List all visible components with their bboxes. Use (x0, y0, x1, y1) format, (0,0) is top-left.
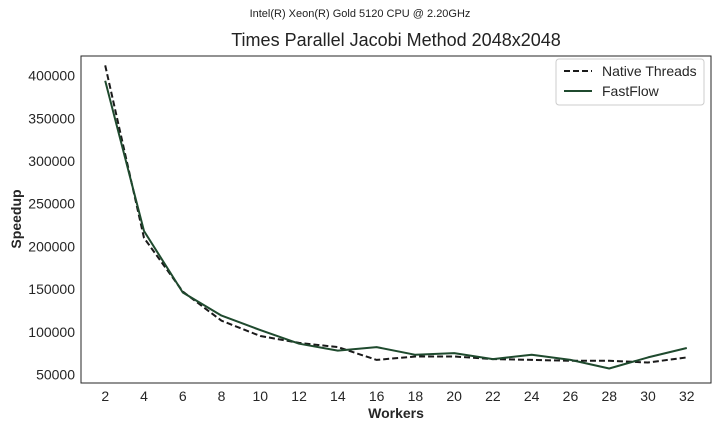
x-axis-label: Workers (368, 405, 424, 421)
y-tick-label: 150000 (28, 281, 75, 297)
y-tick-label: 50000 (36, 366, 75, 382)
x-tick-label: 16 (369, 388, 385, 404)
x-axis-ticks: 2 4 6 8 10 12 14 16 18 20 22 24 26 28 30 32 (101, 388, 694, 404)
y-tick-label: 350000 (28, 110, 75, 126)
x-tick-label: 8 (218, 388, 226, 404)
legend-box (555, 58, 705, 106)
legend-label-fastflow: FastFlow (602, 83, 660, 99)
x-tick-label: 18 (408, 388, 424, 404)
legend: Native Threads FastFlow (555, 58, 705, 106)
y-tick-label: 400000 (28, 68, 75, 84)
x-tick-label: 2 (101, 388, 109, 404)
plot-area (80, 55, 712, 384)
x-tick-label: 20 (446, 388, 462, 404)
x-tick-label: 26 (563, 388, 579, 404)
y-tick-label: 300000 (28, 153, 75, 169)
series-line-native-threads (104, 65, 687, 364)
series-line-fastflow (104, 80, 688, 370)
chart-title: Times Parallel Jacobi Method 2048x2048 (231, 30, 561, 50)
chart-suptitle: Intel(R) Xeon(R) Gold 5120 CPU @ 2.20GHz (250, 8, 471, 20)
series-lines (104, 65, 688, 370)
x-tick-label: 24 (524, 388, 540, 404)
y-tick-label: 200000 (28, 238, 75, 254)
x-tick-label: 30 (640, 388, 656, 404)
x-tick-label: 4 (140, 388, 148, 404)
y-axis-ticks: 50000 100000 150000 200000 250000 300000 35000… (28, 68, 75, 383)
y-tick-label: 250000 (28, 196, 75, 212)
legend-label-native-threads: Native Threads (602, 63, 697, 79)
x-tick-label: 22 (485, 388, 501, 404)
x-tick-label: 12 (291, 388, 307, 404)
x-tick-label: 28 (601, 388, 617, 404)
x-tick-label: 6 (179, 388, 187, 404)
x-tick-label: 14 (330, 388, 346, 404)
x-tick-label: 32 (679, 388, 695, 404)
y-tick-label: 100000 (28, 324, 75, 340)
x-tick-label: 10 (253, 388, 269, 404)
y-axis-label: Speedup (8, 189, 24, 248)
